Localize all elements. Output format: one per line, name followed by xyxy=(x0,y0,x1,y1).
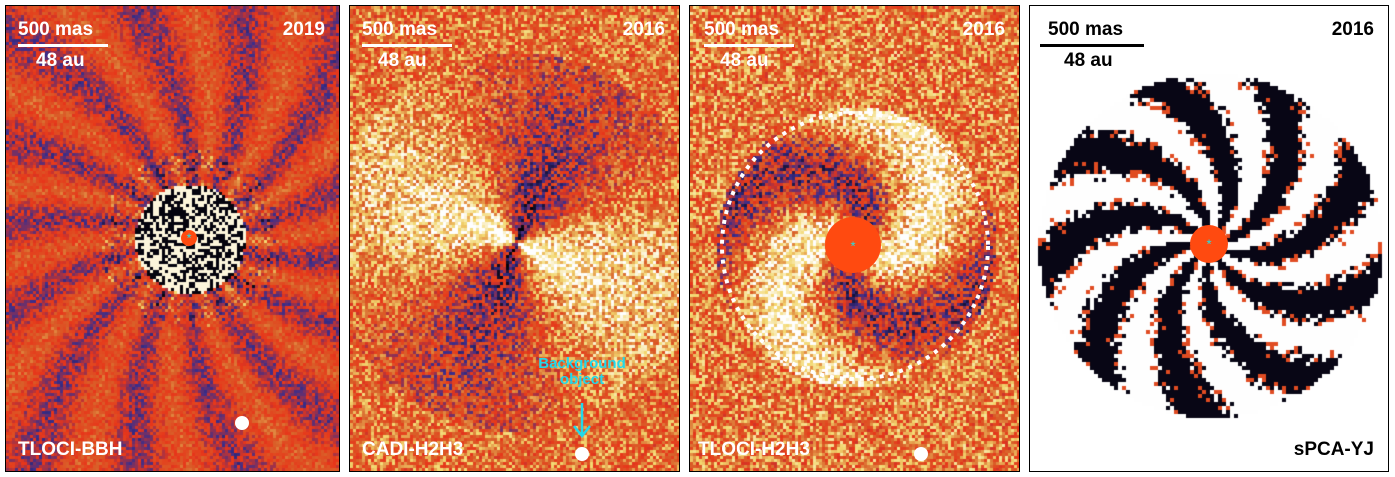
scale-mas-label: 500 mas xyxy=(362,19,438,40)
panel-cadi-h2h3: Background object 500 mas 48 au 2016 CAD… xyxy=(349,5,680,472)
companion-dot xyxy=(914,447,928,461)
year-label: 2019 xyxy=(282,19,325,40)
method-label: TLOCI-BBH xyxy=(18,439,123,460)
scale-mas-label: 500 mas xyxy=(18,19,94,40)
arrow-down-icon xyxy=(573,403,591,439)
star-icon: * xyxy=(850,238,856,254)
scale-mas-label: 500 mas xyxy=(1048,19,1124,40)
image-tloci-bbh xyxy=(6,6,339,471)
year-label: 2016 xyxy=(1331,19,1374,40)
coronagraph-mask xyxy=(825,217,881,273)
coronagraph-mask xyxy=(181,230,197,246)
scale-au-label: 48 au xyxy=(1064,50,1113,71)
method-label: CADI-H2H3 xyxy=(362,439,464,460)
method-label: TLOCI-H2H3 xyxy=(698,439,810,460)
year-label: 2016 xyxy=(622,19,665,40)
panel-tloci-bbh: * 500 mas 48 au 2019 TLOCI-BBH xyxy=(5,5,340,472)
image-cadi-h2h3 xyxy=(350,6,679,471)
scale-au-label: 48 au xyxy=(36,50,85,71)
panel-tloci-h2h3: * 500 mas 48 au 2016 TLOCI-H2H3 xyxy=(689,5,1020,472)
scale-bar xyxy=(362,44,452,47)
year-label: 2016 xyxy=(962,19,1005,40)
dashed-circle xyxy=(720,111,990,381)
panel-spca-yj: * 500 mas 48 au 2016 sPCA-YJ xyxy=(1029,5,1389,472)
companion-dot xyxy=(235,416,249,430)
scale-mas-label: 500 mas xyxy=(704,19,780,40)
scale-au-label: 48 au xyxy=(720,50,769,71)
method-label: sPCA-YJ xyxy=(1293,439,1374,460)
scale-au-label: 48 au xyxy=(378,50,427,71)
companion-dot xyxy=(575,447,589,461)
scale-bar xyxy=(18,44,108,47)
coronagraph-mask xyxy=(1190,225,1228,263)
star-icon: * xyxy=(186,230,192,246)
star-icon: * xyxy=(1206,236,1212,252)
scale-bar xyxy=(1040,44,1144,47)
background-object-label: Background object xyxy=(538,355,626,388)
scale-bar xyxy=(704,44,794,47)
